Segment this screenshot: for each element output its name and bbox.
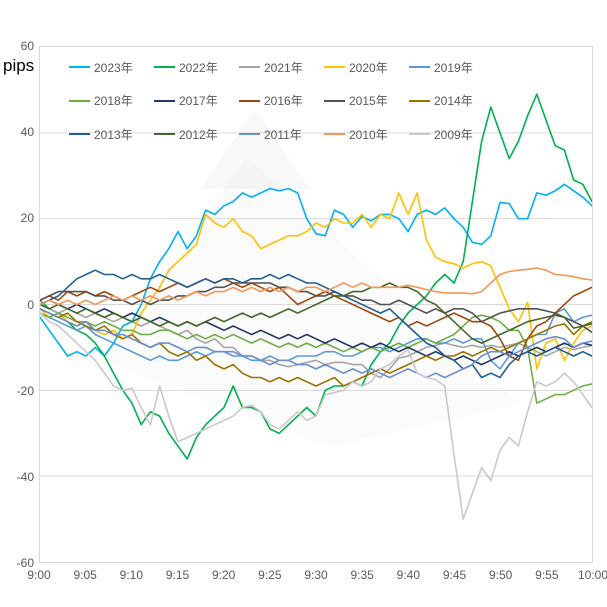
x-tick-label-9:05: 9:05: [73, 568, 97, 582]
series-line-2022年: [40, 93, 592, 460]
x-tick-label-9:30: 9:30: [304, 568, 328, 582]
plot-area: 2023年 2022年 2021年 2020年 2019年 2018年 2017年 2016年…: [39, 46, 593, 563]
x-tick-label-9:00: 9:00: [27, 568, 51, 582]
x-tick-label-10:00: 10:00: [577, 568, 607, 582]
y-tick-label-40: 40: [20, 125, 34, 140]
x-tick-label-9:15: 9:15: [165, 568, 190, 582]
y-tick-label--40: -40: [16, 469, 34, 484]
series-line-2010年: [40, 267, 592, 306]
y-tick-label--60: -60: [16, 556, 34, 570]
series-line-2019年: [40, 307, 592, 370]
series-line-2018年: [40, 312, 592, 405]
series-line-2013年: [40, 269, 592, 379]
y-tick-label-60: 60: [20, 39, 34, 53]
x-tick-label-9:50: 9:50: [488, 568, 513, 582]
x-tick-label-9:40: 9:40: [396, 568, 420, 582]
x-tick-label-9:20: 9:20: [211, 568, 236, 582]
y-tick-label--20: -20: [16, 383, 34, 398]
series-line-2017年: [40, 299, 592, 366]
y-tick-label-20: 20: [20, 211, 34, 226]
x-tick-label-9:55: 9:55: [535, 568, 559, 582]
series-line-2011年: [40, 307, 592, 379]
plot-svg: [40, 93, 592, 520]
x-tick-label-9:35: 9:35: [350, 568, 374, 582]
y-axis-unit-label: pips: [3, 56, 35, 75]
x-tick-label-9:45: 9:45: [442, 568, 467, 582]
x-tick-label-9:10: 9:10: [119, 568, 143, 582]
series-line-2021年: [40, 303, 592, 379]
series-line-2012年: [40, 282, 592, 344]
series-line-2009年: [40, 312, 592, 520]
series-line-2015年: [40, 282, 592, 334]
series-line-2020年: [40, 192, 592, 370]
y-tick-label-0: 0: [27, 297, 34, 312]
x-tick-label-9:25: 9:25: [258, 568, 282, 582]
